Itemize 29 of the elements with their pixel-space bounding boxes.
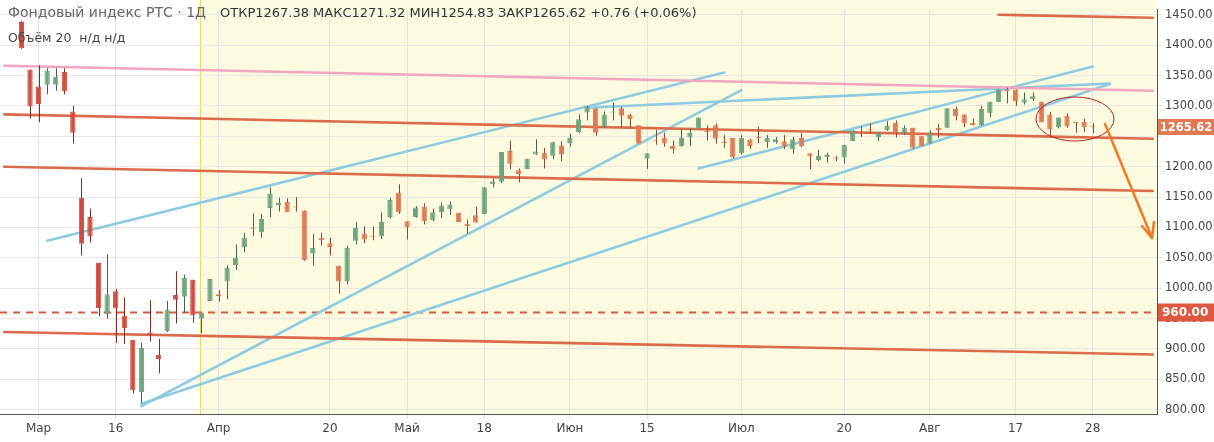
y-tick-label: 1400.00 [1165, 37, 1213, 52]
x-tick-label: Мар [25, 421, 52, 436]
y-tick-label: 850.00 [1165, 371, 1206, 386]
y-tick-label: 1350.00 [1165, 67, 1213, 82]
y-tick-label: 1300.00 [1165, 97, 1213, 112]
x-tick-label: 16 [108, 421, 124, 436]
y-tick-label: 1450.00 [1165, 6, 1213, 21]
y-tick-label: 1000.00 [1165, 280, 1213, 295]
x-tick-label: 17 [1007, 421, 1024, 436]
chart-subtitle: ОТКР1267.38 МАКС1271.32 МИН1254.83 ЗАКР1265.62 +0.76 (+0.06%) [219, 5, 697, 20]
x-tick-label: 18 [476, 421, 492, 436]
ref-line-label: 960.00 [1162, 304, 1209, 319]
x-tick-label: 20 [836, 421, 852, 436]
x-tick-label: Июл [727, 421, 755, 436]
y-tick-label: 1050.00 [1165, 249, 1213, 264]
y-tick-label: 1150.00 [1165, 189, 1213, 204]
text: 1265.62 [1158, 118, 1214, 135]
y-tick-label: 1200.00 [1165, 158, 1213, 173]
y-tick-label: 900.00 [1165, 340, 1206, 355]
x-tick-label: Апр [206, 421, 231, 436]
chart-title: Фондовый индекс РТС · 1Д [8, 4, 206, 20]
x-tick-label: 28 [1085, 421, 1101, 436]
x-tick-label: 20 [322, 421, 338, 436]
y-tick-label: 1100.00 [1165, 219, 1213, 234]
x-tick-label: Май [394, 421, 420, 436]
y-tick-label: 800.00 [1165, 401, 1206, 416]
x-tick-label: Июн [556, 421, 584, 436]
x-tick-label: Авг [919, 421, 941, 436]
x-tick-label: 15 [639, 421, 655, 436]
